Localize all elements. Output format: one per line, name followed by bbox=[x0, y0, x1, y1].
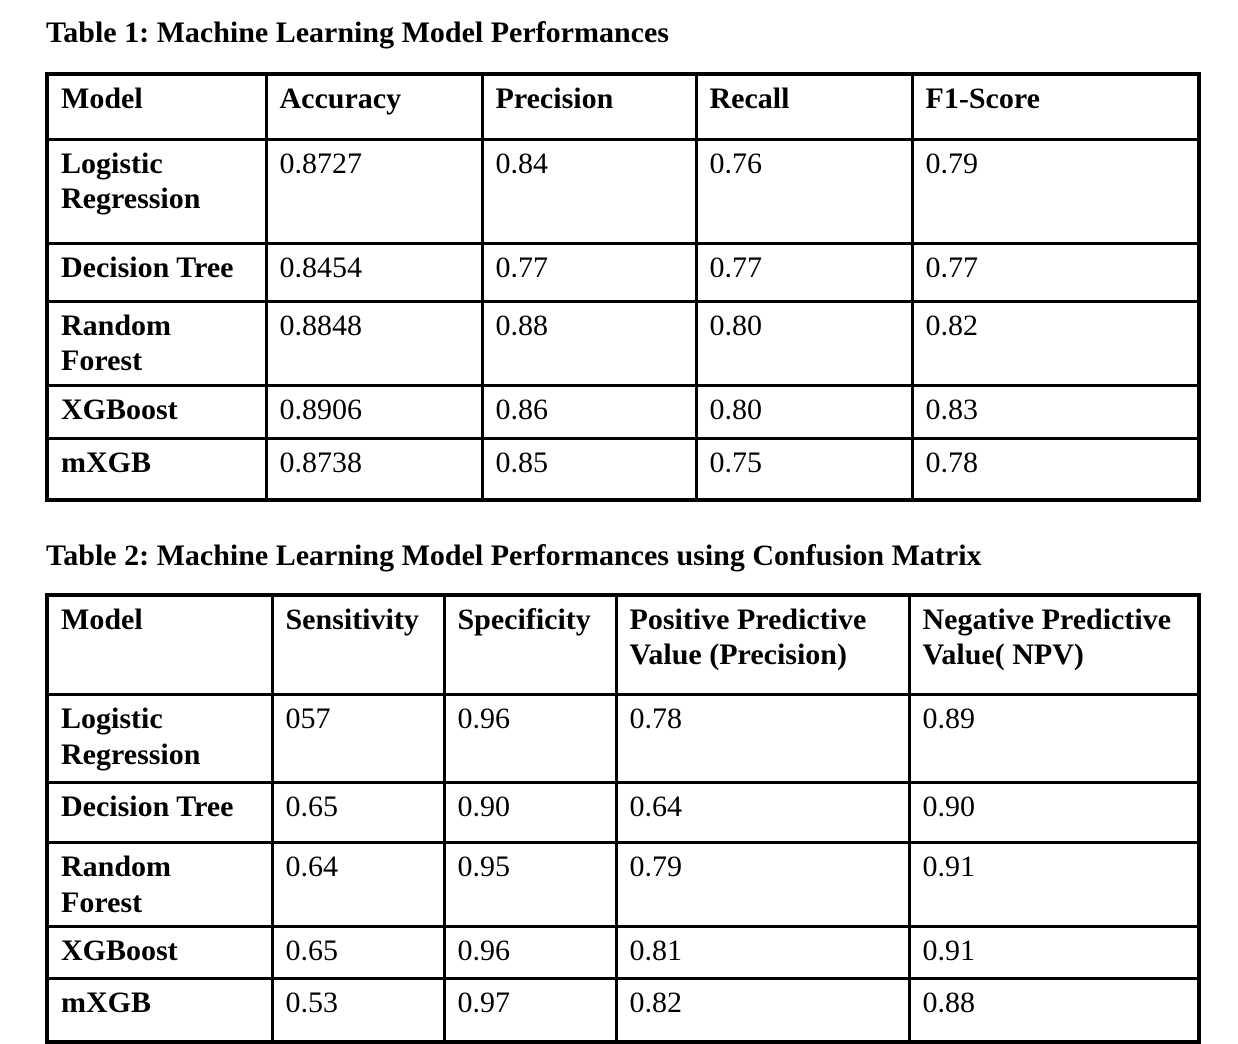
column-header-accuracy: Accuracy bbox=[264, 72, 484, 141]
metric-cell-recall: 0.76 bbox=[694, 138, 914, 245]
metric-cell-recall: 0.80 bbox=[694, 383, 914, 440]
table-1-model-performances: Model Accuracy Precision Recall F1-Score… bbox=[45, 71, 1201, 503]
metric-cell-accuracy: 0.8906 bbox=[264, 383, 484, 440]
column-header-specificity: Specificity bbox=[442, 593, 618, 697]
model-name-cell: XGBoost bbox=[45, 383, 268, 440]
metric-cell-npv: 0.88 bbox=[907, 977, 1201, 1044]
table-row-random-forest: Random Forest 0.64 0.95 0.79 0.91 bbox=[45, 841, 1201, 929]
table-row-xgboost: XGBoost 0.8906 0.86 0.80 0.83 bbox=[45, 383, 1201, 440]
column-header-npv: Negative Predictive Value( NPV) bbox=[907, 593, 1201, 697]
metric-cell-sensitivity: 0.64 bbox=[270, 841, 446, 929]
metric-cell-precision: 0.84 bbox=[480, 138, 698, 245]
column-header-f1-score: F1-Score bbox=[910, 72, 1201, 141]
metric-cell-f1-score: 0.79 bbox=[910, 138, 1201, 245]
model-name-cell: Decision Tree bbox=[45, 781, 274, 845]
metric-cell-recall: 0.77 bbox=[694, 242, 914, 303]
metric-cell-f1-score: 0.83 bbox=[910, 383, 1201, 440]
model-name-cell: mXGB bbox=[45, 436, 268, 502]
metric-cell-sensitivity: 0.53 bbox=[270, 977, 446, 1044]
metric-cell-precision: 0.88 bbox=[480, 300, 698, 387]
metric-cell-npv: 0.90 bbox=[907, 781, 1201, 845]
metric-cell-specificity: 0.97 bbox=[442, 977, 618, 1044]
table-row-decision-tree: Decision Tree 0.8454 0.77 0.77 0.77 bbox=[45, 242, 1201, 303]
metric-cell-npv: 0.91 bbox=[907, 925, 1201, 981]
metric-cell-recall: 0.75 bbox=[694, 436, 914, 502]
column-header-ppv: Positive Predictive Value (Precision) bbox=[614, 593, 911, 697]
metric-cell-recall: 0.80 bbox=[694, 300, 914, 387]
table-row-mxgb: mXGB 0.53 0.97 0.82 0.88 bbox=[45, 977, 1201, 1044]
metric-cell-accuracy: 0.8738 bbox=[264, 436, 484, 502]
column-header-recall: Recall bbox=[694, 72, 914, 141]
metric-cell-sensitivity: 0.65 bbox=[270, 925, 446, 981]
metric-cell-specificity: 0.90 bbox=[442, 781, 618, 845]
table-row-xgboost: XGBoost 0.65 0.96 0.81 0.91 bbox=[45, 925, 1201, 981]
metric-cell-ppv: 0.82 bbox=[614, 977, 911, 1044]
metric-cell-f1-score: 0.82 bbox=[910, 300, 1201, 387]
table-row-logistic-regression: Logistic Regression 057 0.96 0.78 0.89 bbox=[45, 693, 1201, 785]
model-name-cell: Random Forest bbox=[45, 841, 274, 929]
metric-cell-precision: 0.85 bbox=[480, 436, 698, 502]
metric-cell-npv: 0.91 bbox=[907, 841, 1201, 929]
metric-cell-accuracy: 0.8727 bbox=[264, 138, 484, 245]
model-name-cell: Logistic Regression bbox=[45, 693, 274, 785]
metric-cell-ppv: 0.81 bbox=[614, 925, 911, 981]
metric-cell-sensitivity: 0.65 bbox=[270, 781, 446, 845]
column-header-model: Model bbox=[45, 593, 274, 697]
metric-cell-precision: 0.77 bbox=[480, 242, 698, 303]
metric-cell-precision: 0.86 bbox=[480, 383, 698, 440]
table-1-caption: Table 1: Machine Learning Model Performa… bbox=[46, 16, 669, 49]
table-row-mxgb: mXGB 0.8738 0.85 0.75 0.78 bbox=[45, 436, 1201, 502]
model-name-cell: Logistic Regression bbox=[45, 138, 268, 245]
model-name-cell: mXGB bbox=[45, 977, 274, 1044]
metric-cell-sensitivity: 057 bbox=[270, 693, 446, 785]
column-header-model: Model bbox=[45, 72, 268, 141]
metric-cell-accuracy: 0.8848 bbox=[264, 300, 484, 387]
column-header-sensitivity: Sensitivity bbox=[270, 593, 446, 697]
metric-cell-ppv: 0.78 bbox=[614, 693, 911, 785]
metric-cell-specificity: 0.96 bbox=[442, 693, 618, 785]
table-1-header-row: Model Accuracy Precision Recall F1-Score bbox=[45, 72, 1201, 141]
table-2-confusion-matrix-performances: Model Sensitivity Specificity Positive P… bbox=[45, 592, 1201, 1044]
table-row-decision-tree: Decision Tree 0.65 0.90 0.64 0.90 bbox=[45, 781, 1201, 845]
column-header-precision: Precision bbox=[480, 72, 698, 141]
model-name-cell: Random Forest bbox=[45, 300, 268, 387]
metric-cell-ppv: 0.79 bbox=[614, 841, 911, 929]
table-2-caption: Table 2: Machine Learning Model Performa… bbox=[46, 539, 982, 573]
table-row-random-forest: Random Forest 0.8848 0.88 0.80 0.82 bbox=[45, 300, 1201, 387]
metric-cell-f1-score: 0.78 bbox=[910, 436, 1201, 502]
table-row-logistic-regression: Logistic Regression 0.8727 0.84 0.76 0.7… bbox=[45, 138, 1201, 245]
model-name-cell: Decision Tree bbox=[45, 242, 268, 303]
metric-cell-specificity: 0.96 bbox=[442, 925, 618, 981]
metric-cell-f1-score: 0.77 bbox=[910, 242, 1201, 303]
table-2-header-row: Model Sensitivity Specificity Positive P… bbox=[45, 593, 1201, 697]
metric-cell-npv: 0.89 bbox=[907, 693, 1201, 785]
metric-cell-accuracy: 0.8454 bbox=[264, 242, 484, 303]
model-name-cell: XGBoost bbox=[45, 925, 274, 981]
metric-cell-ppv: 0.64 bbox=[614, 781, 911, 845]
metric-cell-specificity: 0.95 bbox=[442, 841, 618, 929]
